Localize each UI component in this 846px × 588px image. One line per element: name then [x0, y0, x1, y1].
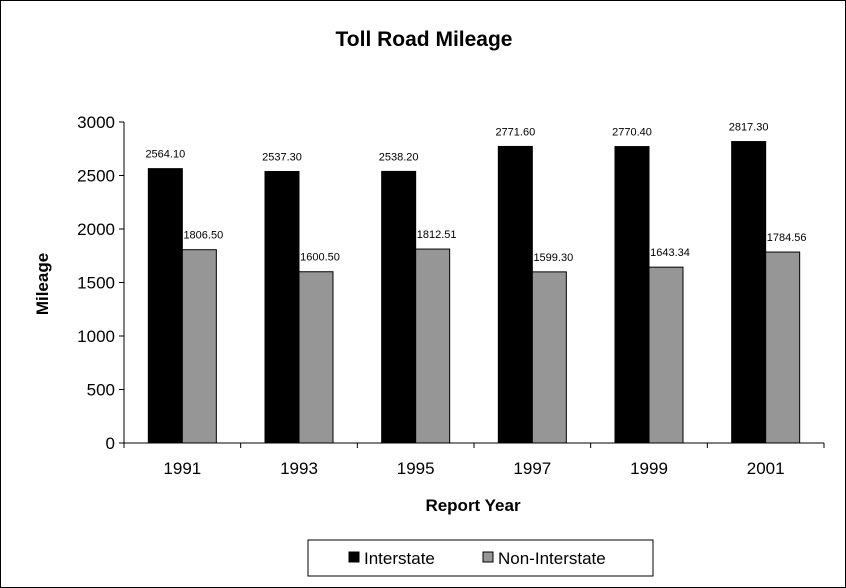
y-tick-label: 1000	[77, 327, 115, 346]
bar-interstate-1997	[497, 145, 533, 444]
data-label: 1806.50	[183, 230, 223, 242]
bar-non-interstate-1993	[298, 271, 334, 444]
y-tick-label: 1500	[77, 274, 115, 293]
y-tick-label: 2000	[77, 220, 115, 239]
bar-non-interstate-1995	[415, 248, 451, 444]
x-tick-label: 1997	[513, 459, 551, 478]
chart-title: Toll Road Mileage	[336, 28, 513, 51]
x-tick-label: 1993	[280, 459, 318, 478]
x-axis-label: Report Year	[425, 496, 521, 515]
data-label: 1784.56	[767, 232, 807, 244]
bar-interstate-1991	[147, 168, 183, 444]
y-tick-label: 3000	[77, 113, 115, 132]
bar-interstate-1993	[264, 171, 300, 444]
bar-interstate-1995	[381, 170, 417, 444]
x-tick-label: 1995	[397, 459, 435, 478]
data-label: 2564.10	[145, 149, 185, 161]
legend-swatch-interstate	[348, 551, 360, 563]
y-tick-label: 500	[87, 381, 115, 400]
y-tick-label: 0	[106, 434, 115, 453]
data-label: 2537.30	[262, 152, 302, 164]
legend-label: Interstate	[364, 549, 435, 568]
data-label: 2770.40	[612, 127, 652, 139]
data-label: 2817.30	[729, 122, 769, 134]
legend-label: Non-Interstate	[498, 549, 606, 568]
x-tick-label: 2001	[747, 459, 785, 478]
bar-interstate-2001	[731, 141, 767, 444]
legend-box	[307, 539, 654, 577]
x-tick-label: 1991	[163, 459, 201, 478]
bar-non-interstate-1997	[531, 271, 567, 444]
bar-non-interstate-1999	[648, 266, 684, 444]
plot-area: 0 500 1000 1500 2000 2500 3000 1991 2564.10 1806.…	[77, 113, 825, 478]
x-tick-label: 1999	[630, 459, 668, 478]
y-tick-label: 2500	[77, 167, 115, 186]
data-label: 1600.50	[300, 252, 340, 264]
y-axis-label: Mileage	[33, 253, 52, 315]
bar-interstate-1999	[614, 146, 650, 444]
legend-swatch-non-interstate	[482, 551, 494, 563]
legend: Interstate Non-Interstate	[307, 539, 654, 577]
data-label: 1812.51	[417, 229, 457, 241]
data-label: 1643.34	[650, 247, 690, 259]
data-label: 2771.60	[495, 126, 535, 138]
data-label: 1599.30	[533, 252, 573, 264]
bar-non-interstate-1991	[181, 249, 217, 444]
bar-non-interstate-2001	[765, 251, 801, 444]
data-label: 2538.20	[379, 151, 419, 163]
